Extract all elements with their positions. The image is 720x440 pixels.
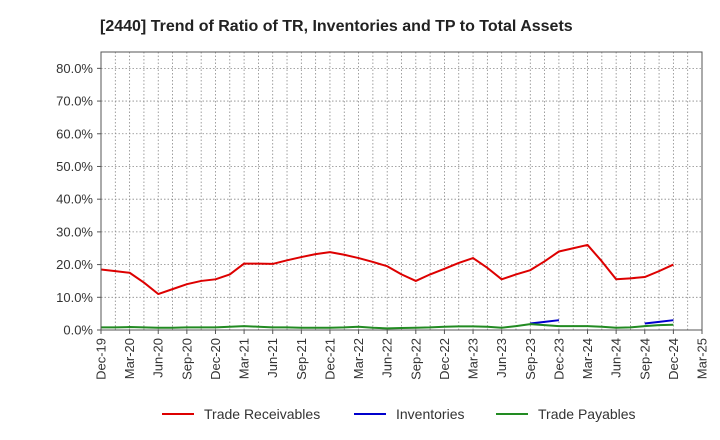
x-tick-label: Mar-24 — [580, 338, 595, 379]
x-tick-label: Dec-24 — [666, 338, 681, 380]
y-tick-label: 40.0% — [56, 192, 93, 207]
y-tick-label: 0.0% — [63, 323, 93, 338]
x-tick-label: Sep-22 — [408, 338, 423, 380]
x-tick-label: Jun-23 — [494, 338, 509, 378]
x-tick-label: Mar-22 — [351, 338, 366, 379]
series-line-1 — [644, 319, 674, 325]
x-tick-label: Dec-23 — [551, 338, 566, 380]
chart-grid — [101, 52, 702, 330]
y-tick-label: 30.0% — [56, 224, 93, 239]
series-line-1 — [530, 319, 560, 325]
legend-label: Trade Receivables — [204, 406, 320, 422]
x-axis: Dec-19 Mar-20 Jun-20 Sep-20 Dec-20 Mar-21 Jun-… — [94, 330, 710, 380]
series-line-0 — [100, 243, 674, 296]
y-tick-label: 70.0% — [56, 94, 93, 109]
y-tick-label: 60.0% — [56, 126, 93, 141]
y-tick-label: 80.0% — [56, 61, 93, 76]
x-tick-label: Jun-24 — [609, 338, 624, 378]
x-tick-label: Sep-24 — [637, 338, 652, 380]
x-tick-label: Dec-19 — [94, 338, 109, 380]
x-tick-label: Mar-23 — [466, 338, 481, 379]
legend: Trade Receivables Inventories Trade Payabl… — [162, 406, 636, 422]
x-tick-label: Dec-21 — [322, 338, 337, 380]
y-tick-label: 50.0% — [56, 159, 93, 174]
legend-label: Trade Payables — [538, 406, 636, 422]
x-tick-label: Mar-21 — [237, 338, 252, 379]
y-tick-label: 10.0% — [56, 290, 93, 305]
x-tick-label: Sep-23 — [523, 338, 538, 380]
x-tick-label: Jun-22 — [380, 338, 395, 378]
x-tick-label: Dec-20 — [208, 338, 223, 380]
legend-label: Inventories — [396, 406, 464, 422]
x-tick-label: Jun-20 — [151, 338, 166, 378]
chart-title: [2440] Trend of Ratio of TR, Inventories… — [100, 18, 573, 35]
x-tick-label: Dec-22 — [437, 338, 452, 380]
chart-series — [100, 243, 674, 330]
x-tick-label: Sep-20 — [179, 338, 194, 380]
x-tick-label: Sep-21 — [294, 338, 309, 380]
x-tick-label: Jun-21 — [265, 338, 280, 378]
x-tick-label: Mar-25 — [695, 338, 710, 379]
plot-frame — [100, 51, 703, 331]
y-tick-label: 20.0% — [56, 257, 93, 272]
series-line-2 — [101, 323, 674, 330]
x-tick-label: Mar-20 — [122, 338, 137, 379]
y-axis: 0.0% 10.0% 20.0% 30.0% 40.0% 50.0% 60.0% 70.0% 8… — [56, 61, 101, 338]
